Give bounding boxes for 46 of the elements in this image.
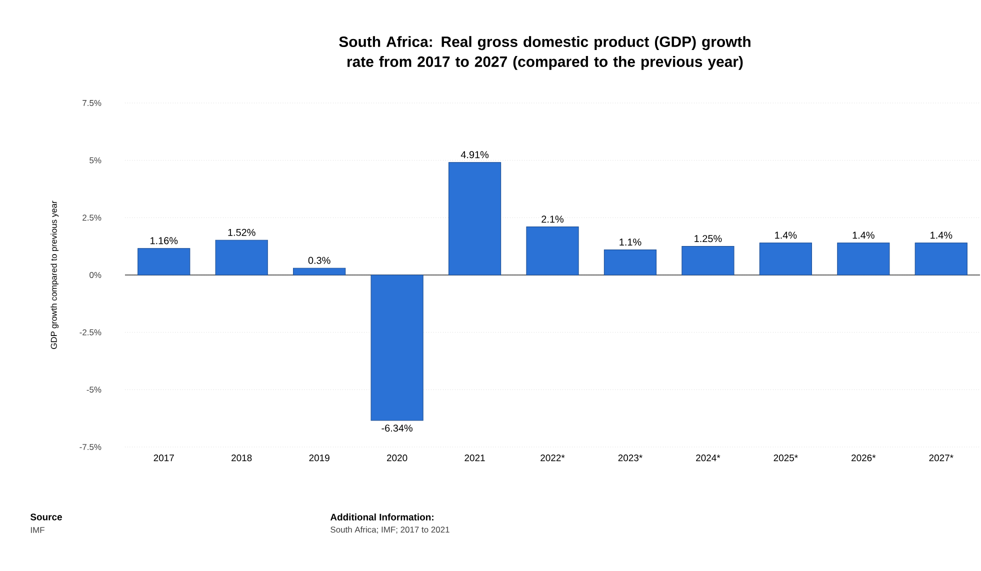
- data-label: 1.4%: [775, 232, 797, 239]
- bar: [526, 226, 579, 276]
- x-tick-label: 2024*: [696, 454, 720, 462]
- x-tick-label: 2027*: [929, 454, 954, 462]
- data-label: 1.4%: [852, 232, 874, 239]
- y-tick-label: -7.5%: [80, 444, 102, 450]
- bar: [448, 162, 502, 276]
- x-tick-label: 2026*: [852, 454, 876, 462]
- bar: [914, 242, 968, 276]
- data-label: 0.3%: [308, 256, 330, 264]
- bar: [759, 242, 812, 276]
- data-label: 1.16%: [150, 237, 178, 244]
- y-tick-label: -5%: [86, 386, 102, 393]
- text: Source: [30, 514, 62, 520]
- y-tick-label: 5%: [90, 157, 102, 164]
- y-tick-label: -2.5%: [80, 329, 102, 336]
- bar: [138, 248, 190, 276]
- x-tick-label: 2017: [154, 454, 174, 462]
- data-label: 1.1%: [620, 238, 642, 246]
- x-tick-label: 2018: [232, 454, 252, 462]
- x-tick-label: 2021: [464, 454, 485, 462]
- chart-title: South Africa: Real gross domestic product (GDP) growth rate from 2017 to 2027 (compared to the previous year): [339, 36, 750, 70]
- x-tick-label: 2022*: [540, 454, 565, 462]
- y-tick-label: 0%: [90, 272, 102, 278]
- y-tick-label: 7.5%: [82, 100, 102, 106]
- data-label: 2.1%: [542, 216, 564, 223]
- data-label: 4.91%: [460, 151, 489, 158]
- bar: [215, 240, 268, 276]
- text: Additional Information:: [330, 514, 434, 520]
- text: IMF: [30, 527, 44, 533]
- x-tick-label: 2020: [386, 454, 408, 462]
- data-label: -6.34%: [382, 424, 412, 432]
- y-tick-label: 2.5%: [82, 214, 102, 221]
- data-label: 1.52%: [228, 228, 256, 236]
- y-axis-title: GDP growth compared to previous year: [50, 200, 59, 349]
- bar: [682, 246, 734, 276]
- data-label: 1.4%: [930, 232, 952, 239]
- bar: [293, 268, 346, 276]
- x-tick-label: 2023*: [618, 454, 642, 462]
- data-label: 1.25%: [694, 235, 722, 242]
- x-tick-label: 2025*: [774, 454, 798, 462]
- x-tick-label: 2019: [309, 454, 330, 462]
- bar: [604, 249, 657, 276]
- text: South Africa; IMF; 2017 to 2021: [330, 526, 450, 534]
- bar: [370, 274, 424, 421]
- bar: [837, 242, 890, 276]
